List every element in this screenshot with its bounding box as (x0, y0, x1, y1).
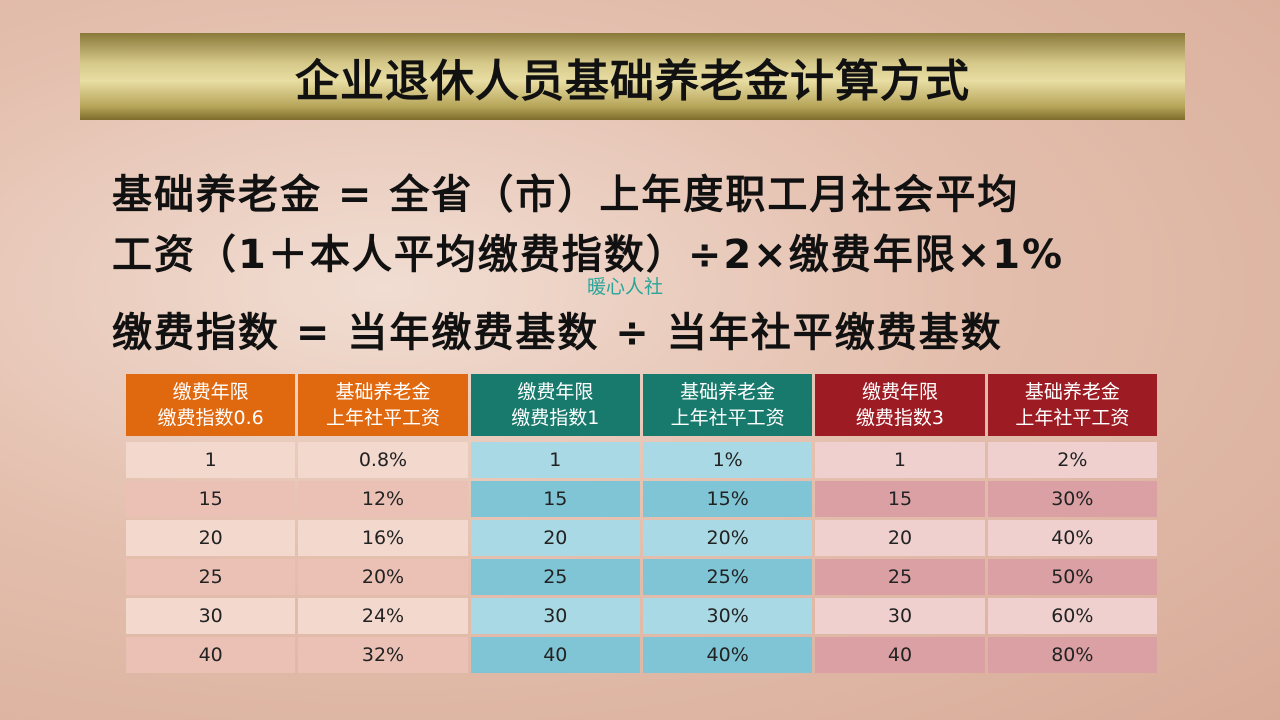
table-cell: 40 (815, 637, 985, 673)
table-row: 30 24% 30 30% 30 60% (126, 598, 1157, 634)
column-header-line: 基础养老金 (335, 381, 431, 403)
column-header-line: 缴费指数0.6 (157, 407, 264, 429)
table-cell: 20% (298, 559, 468, 595)
table-cell: 15 (470, 481, 640, 517)
column-header-line: 基础养老金 (680, 381, 776, 403)
table-cell: 1 (470, 442, 640, 478)
table-cell: 1% (642, 442, 813, 478)
table-cell: 15 (126, 481, 296, 517)
pension-table: 缴费年限 缴费指数0.6 基础养老金 上年社平工资 缴费年限 缴费指数1 基础养老金 上年社平… (123, 371, 1160, 676)
table-cell: 16% (298, 520, 468, 556)
column-header: 基础养老金上年社平工资 (298, 374, 468, 436)
column-header-line: 缴费指数1 (511, 407, 600, 429)
table-cell: 20% (642, 520, 813, 556)
column-header-line: 缴费年限 (517, 381, 594, 403)
table-cell: 30 (815, 598, 985, 634)
table-cell: 1 (126, 442, 296, 478)
column-header: 基础养老金上年社平工资 (642, 374, 813, 436)
table-cell: 2% (987, 442, 1157, 478)
title-bar: 企业退休人员基础养老金计算方式 (80, 33, 1185, 120)
table-cell: 20 (126, 520, 296, 556)
table-cell: 25 (815, 559, 985, 595)
table-cell: 0.8% (298, 442, 468, 478)
formula-contribution-index: 缴费指数 = 当年缴费基数 ÷ 当年社平缴费基数 (112, 310, 1003, 356)
table-row: 40 32% 40 40% 40 80% (126, 637, 1157, 673)
table-cell: 25 (470, 559, 640, 595)
table-cell: 80% (987, 637, 1157, 673)
table-cell: 40 (470, 637, 640, 673)
column-header-line: 基础养老金 (1024, 381, 1120, 403)
column-header-line: 上年社平工资 (670, 407, 785, 429)
table-row: 1 0.8% 1 1% 1 2% (126, 442, 1157, 478)
table-cell: 40% (987, 520, 1157, 556)
column-header-line: 缴费年限 (172, 381, 249, 403)
table-cell: 20 (470, 520, 640, 556)
table-cell: 15 (815, 481, 985, 517)
table-cell: 20 (815, 520, 985, 556)
column-header: 缴费年限缴费指数0.6 (126, 374, 296, 436)
column-header-line: 缴费指数3 (855, 407, 945, 429)
table-cell: 50% (987, 559, 1157, 595)
table-cell: 60% (987, 598, 1157, 634)
table-cell: 30 (470, 598, 640, 634)
table-cell: 30% (987, 481, 1157, 517)
table-cell: 30 (126, 598, 296, 634)
column-header: 基础养老金上年社平工资 (987, 374, 1157, 436)
column-header: 缴费年限缴费指数3 (815, 374, 985, 436)
table-cell: 1 (815, 442, 985, 478)
formula-line-2: 工资（1＋本人平均缴费指数）÷2×缴费年限×1% (112, 232, 1065, 278)
column-header-line: 缴费年限 (861, 381, 938, 403)
watermark: 暖心人社 (587, 276, 664, 298)
formula-line-1: 基础养老金 = 全省（市）上年度职工月社会平均 (112, 172, 1020, 218)
column-header-line: 上年社平工资 (325, 407, 440, 429)
table-cell: 12% (298, 481, 468, 517)
page-title: 企业退休人员基础养老金计算方式 (295, 55, 970, 107)
table-cell: 25 (126, 559, 296, 595)
table-cell: 40% (642, 637, 813, 673)
table-cell: 15% (642, 481, 813, 517)
table-cell: 24% (298, 598, 468, 634)
table-cell: 40 (126, 637, 296, 673)
table-row: 15 12% 15 15% 15 30% (126, 481, 1157, 517)
table-cell: 25% (642, 559, 813, 595)
table-row: 20 16% 20 20% 20 40% (126, 520, 1157, 556)
table-cell: 32% (298, 637, 468, 673)
table-cell: 30% (642, 598, 813, 634)
table-row: 25 20% 25 25% 25 50% (126, 559, 1157, 595)
column-header: 缴费年限缴费指数1 (470, 374, 640, 436)
column-header-line: 上年社平工资 (1015, 407, 1130, 429)
